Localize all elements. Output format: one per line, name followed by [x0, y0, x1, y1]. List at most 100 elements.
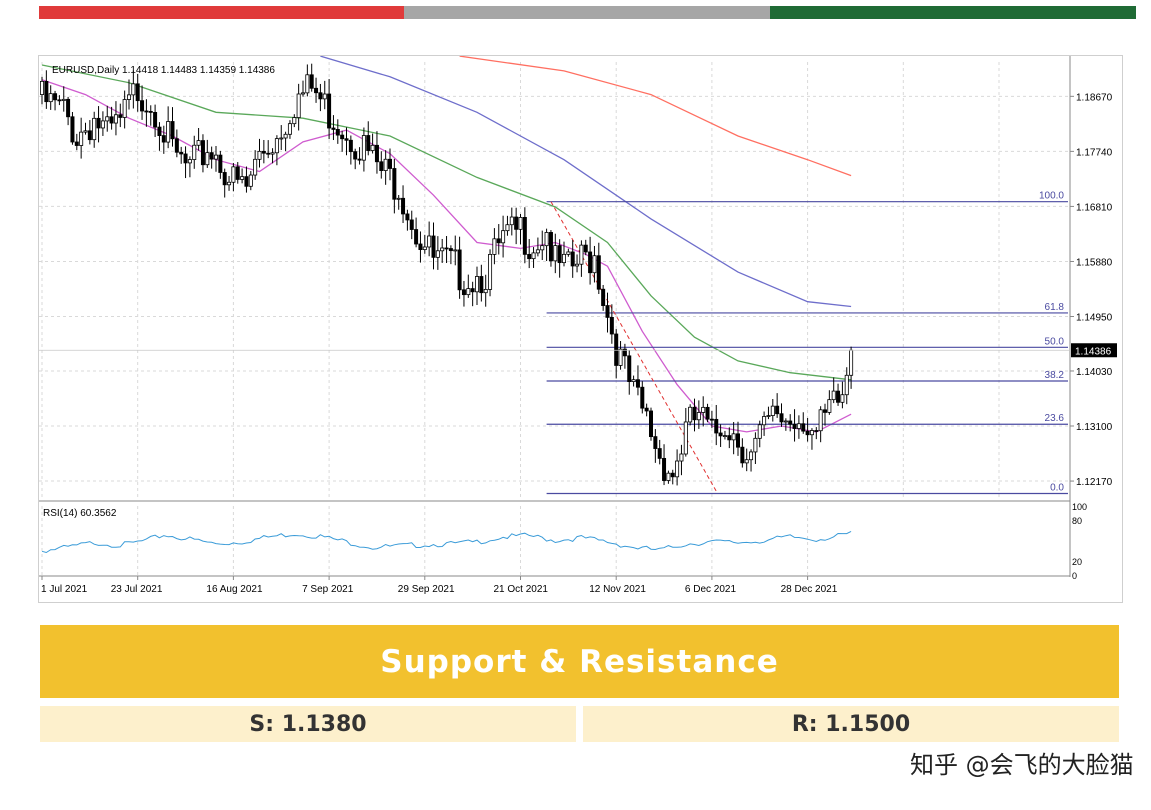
- candle-bearish: [314, 87, 319, 94]
- candle-bullish: [248, 174, 253, 187]
- candle-bearish: [401, 197, 406, 215]
- candle-bearish: [640, 386, 645, 409]
- candle-bullish: [618, 348, 623, 366]
- candle-bullish: [731, 433, 736, 441]
- candle-bearish: [583, 244, 588, 253]
- candle-bearish: [823, 409, 828, 413]
- rsi-panel: 100 80 20 0: [41, 502, 1087, 581]
- candle-bearish: [596, 255, 601, 290]
- candle-bullish: [113, 114, 118, 124]
- candle-bearish: [496, 238, 501, 244]
- candle-bearish: [74, 141, 79, 146]
- price-tick-label: 1.18670: [1076, 92, 1113, 103]
- rsi-label: RSI(14) 60.3562: [43, 508, 117, 519]
- candle-bullish: [831, 390, 836, 401]
- candle-bullish: [274, 138, 279, 154]
- candle-bullish: [540, 245, 545, 251]
- candle-bullish: [679, 453, 684, 462]
- candle-bearish: [261, 150, 266, 154]
- rsi-tick-label: 100: [1072, 502, 1087, 512]
- candle-bearish: [718, 432, 723, 437]
- candle-bullish: [361, 135, 366, 161]
- section-title: Support & Resistance: [380, 643, 779, 680]
- rsi-tick-label: 80: [1072, 516, 1082, 526]
- candle-bullish: [501, 230, 506, 244]
- candle-bearish: [335, 129, 340, 136]
- candle-bullish: [453, 249, 458, 252]
- candle-bearish: [709, 418, 714, 421]
- candle-bullish: [488, 254, 493, 290]
- candle-bullish: [818, 409, 823, 432]
- candle-bullish: [796, 423, 801, 429]
- candle-bullish: [396, 197, 401, 200]
- chart-frame: 100.0 61.8 50.0 38.2 23.6 0.0 1.18670 1.17740 1…: [38, 55, 1123, 603]
- candle-bearish: [174, 138, 179, 153]
- candle-bearish: [357, 158, 362, 161]
- resistance-level: R: 1.1500: [583, 706, 1119, 742]
- candlesticks: [39, 63, 854, 486]
- candle-bearish: [222, 172, 227, 186]
- candle-bearish: [148, 110, 153, 113]
- candle-bearish: [461, 289, 466, 296]
- candle-bearish: [353, 151, 358, 160]
- candle-bullish: [844, 374, 849, 396]
- current-price-label: 1.14386: [1075, 346, 1112, 357]
- candle-bearish: [118, 114, 123, 118]
- candle-bearish: [309, 74, 314, 89]
- candle-bearish: [387, 158, 392, 169]
- candle-bearish: [644, 407, 649, 412]
- candle-bearish: [418, 243, 423, 251]
- symbol-header: EURUSD,Daily 1.14418 1.14483 1.14359 1.1…: [52, 65, 275, 76]
- candle-bullish: [79, 131, 84, 146]
- candle-bearish: [705, 406, 710, 420]
- candle-bullish: [231, 166, 236, 183]
- candle-bullish: [562, 253, 567, 264]
- candle-bullish: [187, 159, 192, 164]
- candle-bearish: [714, 418, 719, 434]
- candle-bearish: [736, 433, 741, 448]
- candle-bullish: [435, 250, 440, 258]
- candle-bearish: [392, 168, 397, 200]
- candle-bearish: [662, 457, 667, 481]
- price-tick-label: 1.15880: [1076, 257, 1113, 268]
- candle-bearish: [609, 316, 614, 335]
- candle-bullish: [240, 176, 245, 180]
- fib-level-label: 61.8: [1045, 302, 1065, 313]
- candle-bearish: [605, 305, 610, 318]
- candle-bearish: [409, 219, 414, 230]
- candle-bullish: [766, 415, 771, 417]
- candle-bearish: [548, 232, 553, 262]
- candle-bullish: [579, 244, 584, 265]
- candle-bearish: [66, 98, 71, 118]
- rsi-line: [41, 530, 852, 554]
- candle-bearish: [200, 140, 205, 166]
- candle-bearish: [109, 116, 114, 124]
- price-tick-label: 1.16810: [1076, 202, 1113, 213]
- candle-bearish: [153, 112, 158, 128]
- candle-bearish: [374, 144, 379, 163]
- candle-bearish: [457, 249, 462, 291]
- candle-bearish: [183, 153, 188, 164]
- candle-bearish: [557, 245, 562, 264]
- header-bar-red: [39, 6, 404, 19]
- candle-bearish: [448, 248, 453, 252]
- candle-bullish: [474, 276, 479, 293]
- candle-bullish: [757, 424, 762, 439]
- candle-bullish: [370, 144, 375, 151]
- candle-bearish: [814, 430, 819, 432]
- candle-bullish: [809, 430, 814, 436]
- candle-bullish: [466, 288, 471, 296]
- candle-bearish: [135, 83, 140, 102]
- candle-bearish: [622, 348, 627, 357]
- candle-bullish: [287, 123, 292, 135]
- fib-level-label: 0.0: [1050, 482, 1064, 493]
- candle-bullish: [427, 235, 432, 248]
- candle-bullish: [518, 217, 523, 230]
- candle-bearish: [405, 213, 410, 221]
- candle-bullish: [279, 137, 284, 140]
- candle-bearish: [479, 276, 484, 294]
- candle-bearish: [692, 406, 697, 421]
- candle-bullish: [749, 451, 754, 461]
- candle-bullish: [227, 181, 232, 186]
- watermark: 知乎 @会飞的大脸猫: [910, 751, 1134, 779]
